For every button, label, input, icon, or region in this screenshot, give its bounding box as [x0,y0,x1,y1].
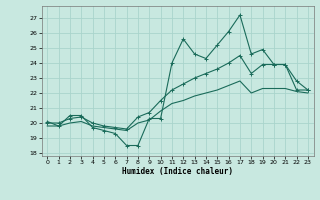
X-axis label: Humidex (Indice chaleur): Humidex (Indice chaleur) [122,167,233,176]
